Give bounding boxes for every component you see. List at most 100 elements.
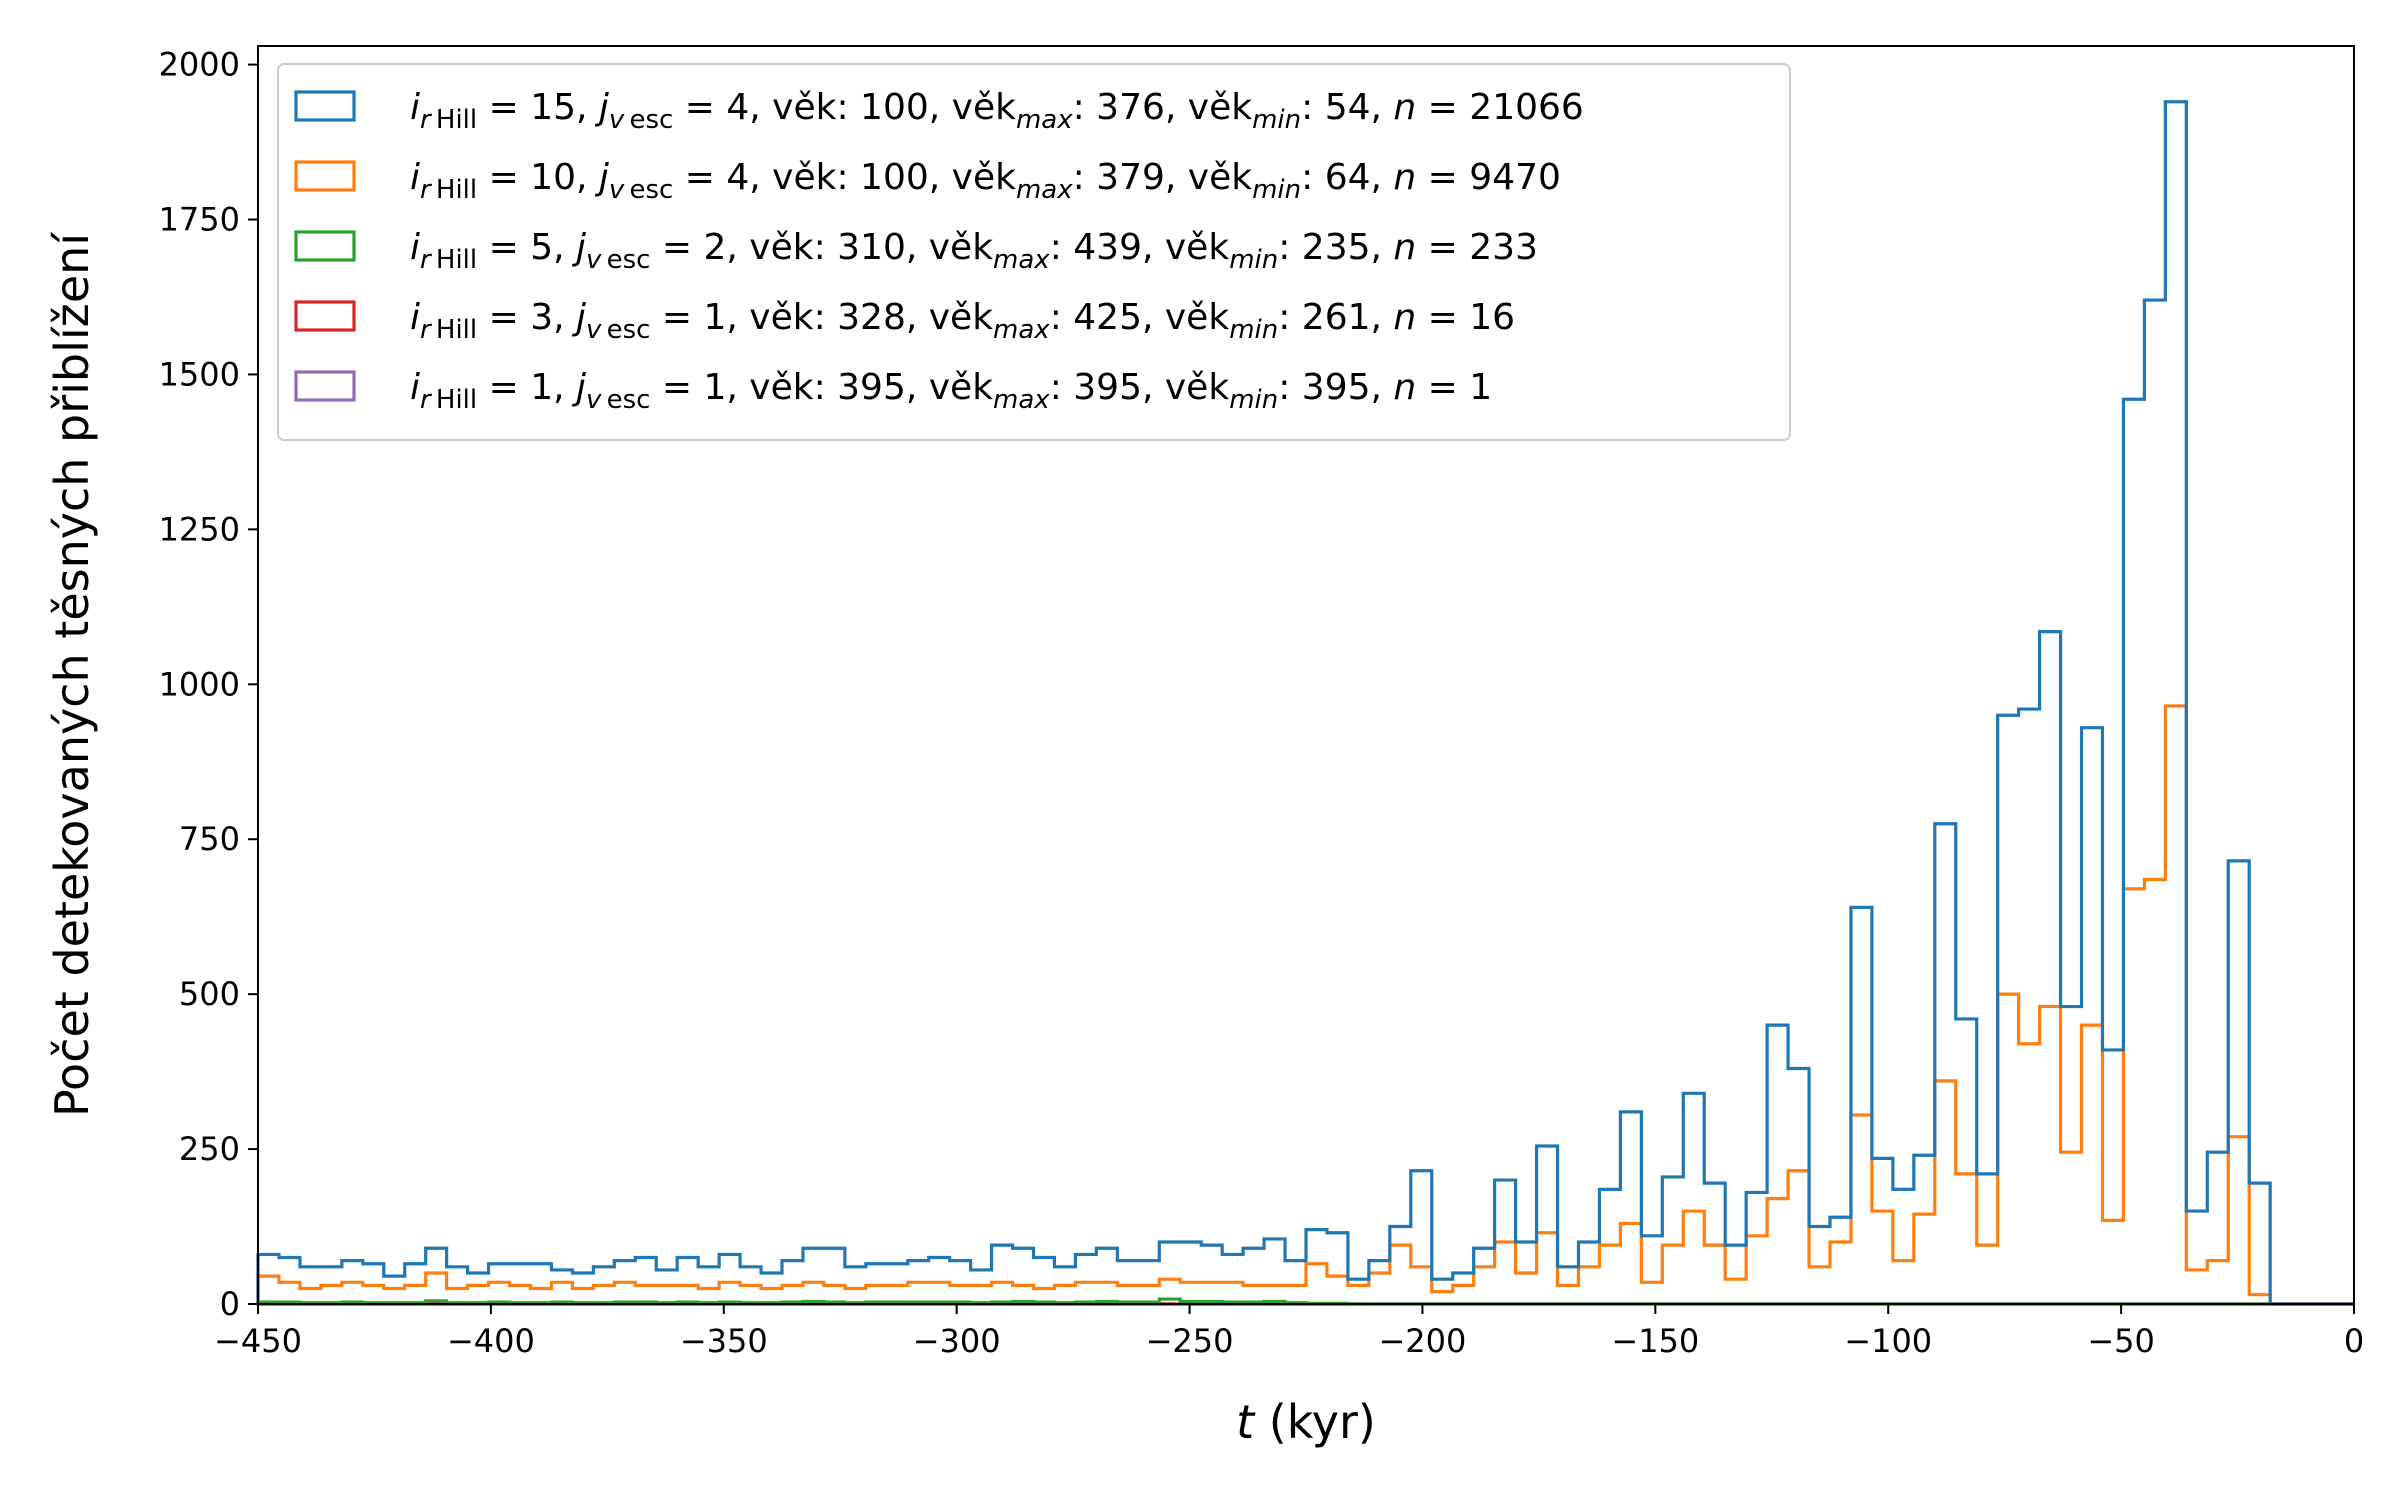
histogram-bar	[1285, 1261, 1306, 1304]
legend-entry: ir Hill = 3, jv esc = 1, věk: 328, věkma…	[294, 297, 1515, 345]
histogram-bar	[1851, 907, 1872, 1304]
histogram-bar	[2249, 1183, 2270, 1304]
legend-entry: ir Hill = 1, jv esc = 1, věk: 395, věkma…	[294, 367, 1492, 415]
legend-swatch	[294, 160, 356, 192]
series-2-step-line	[256, 704, 2354, 1306]
histogram-bar	[1327, 1233, 1348, 1304]
x-axis-title: t (kyr)	[1236, 1395, 1376, 1449]
y-tick-label: 0	[220, 1285, 240, 1323]
y-axis-title: Počet detekovaných těsných přiblížení	[45, 232, 99, 1117]
histogram-bar	[1620, 1112, 1641, 1304]
histogram-bar	[1599, 1189, 1620, 1304]
histogram-bar	[384, 1276, 405, 1304]
histogram-bar	[719, 1254, 740, 1304]
histogram-bar	[782, 1261, 803, 1304]
histogram-bar	[2207, 1152, 2228, 1304]
legend-label: ir Hill = 5, jv esc = 2, věk: 310, věkma…	[410, 227, 1538, 275]
histogram-bar	[1662, 1177, 1683, 1304]
histogram-bar	[258, 1254, 279, 1304]
histogram-bar	[2102, 1050, 2123, 1304]
y-tick-label: 1000	[159, 665, 240, 703]
legend-swatch	[294, 370, 356, 402]
histogram-bar	[2228, 861, 2249, 1304]
histogram-bar	[2123, 399, 2144, 1304]
histogram-bar	[510, 1264, 531, 1304]
histogram-bar	[593, 1267, 614, 1304]
x-tick-label: −450	[214, 1322, 302, 1360]
x-axis-variable: t	[1236, 1395, 1256, 1449]
x-axis-ticks: −450 −400 −350 −300 −250 −200 −150 −100 −50 0	[214, 1304, 2364, 1360]
histogram-bar	[1369, 1261, 1390, 1304]
histogram-bar	[1683, 1093, 1704, 1304]
histogram-bar	[887, 1264, 908, 1304]
histogram-bar	[677, 1258, 698, 1304]
histogram-bar	[824, 1248, 845, 1304]
histogram-bar	[614, 1261, 635, 1304]
histogram-bar	[1306, 1230, 1327, 1304]
histogram-bar	[321, 1267, 342, 1304]
histogram-bar	[866, 1264, 887, 1304]
histogram-bar	[530, 1264, 551, 1304]
y-tick-label: 500	[179, 975, 240, 1013]
histogram-bar	[1013, 1248, 1034, 1304]
histogram-bar	[426, 1248, 447, 1304]
histogram-bar	[405, 1264, 426, 1304]
histogram-bar	[1159, 1242, 1180, 1304]
histogram-bar	[1222, 1254, 1243, 1304]
histogram-bar	[2165, 102, 2186, 1304]
histogram-bar	[2186, 1211, 2207, 1304]
histogram-bar	[803, 1248, 824, 1304]
histogram-bar	[1558, 1267, 1579, 1304]
histogram-bar	[845, 1267, 866, 1304]
histogram-bar	[1075, 1254, 1096, 1304]
legend-label: ir Hill = 15, jv esc = 4, věk: 100, věkm…	[410, 87, 1584, 135]
histogram-bar	[635, 1258, 656, 1304]
histogram-bar	[1432, 1279, 1453, 1304]
histogram-bar	[1977, 1174, 1998, 1304]
legend-label: ir Hill = 1, jv esc = 1, věk: 395, věkma…	[410, 367, 1492, 415]
histogram-bar	[1872, 1158, 1893, 1304]
y-tick-label: 250	[179, 1130, 240, 1168]
histogram-bar	[468, 1273, 489, 1304]
histogram-bar	[1956, 1019, 1977, 1304]
series-1-step-line	[256, 100, 2354, 1306]
x-tick-label: −50	[2087, 1322, 2155, 1360]
legend-entry: ir Hill = 10, jv esc = 4, věk: 100, věkm…	[294, 157, 1561, 205]
histogram-bar	[2061, 1007, 2082, 1304]
histogram-bar	[1537, 1146, 1558, 1304]
histogram-bar	[1117, 1261, 1138, 1304]
x-tick-label: −150	[1611, 1322, 1699, 1360]
histogram-bar	[1516, 1242, 1537, 1304]
histogram-bar	[1578, 1242, 1599, 1304]
histogram-bar	[761, 1273, 782, 1304]
histogram-bar	[950, 1261, 971, 1304]
histogram-bar	[1704, 1183, 1725, 1304]
histogram-bar	[363, 1264, 384, 1304]
histogram-bar	[1998, 715, 2019, 1304]
histogram-bar	[1411, 1171, 1432, 1304]
histogram-bar	[1034, 1258, 1055, 1304]
legend-label: ir Hill = 3, jv esc = 1, věk: 328, věkma…	[410, 297, 1515, 345]
y-axis-ticks: 0 250 500 750 1000 1250 1500 1750 2000	[159, 46, 258, 1323]
x-tick-label: −300	[913, 1322, 1001, 1360]
histogram-bar	[1893, 1189, 1914, 1304]
histogram-bar	[1767, 1025, 1788, 1304]
legend-entry: ir Hill = 15, jv esc = 4, věk: 100, věkm…	[294, 87, 1584, 135]
x-axis-unit: (kyr)	[1254, 1395, 1376, 1449]
histogram-bar	[971, 1270, 992, 1304]
histogram-bar	[1788, 1069, 1809, 1304]
histogram-bar	[1264, 1239, 1285, 1304]
histogram-bar	[2144, 300, 2165, 1304]
x-tick-label: −200	[1378, 1322, 1466, 1360]
histogram-bar	[698, 1267, 719, 1304]
x-tick-label: −400	[447, 1322, 535, 1360]
series-2	[256, 704, 2354, 1306]
histogram-bar	[1096, 1248, 1117, 1304]
histogram-bar	[740, 1267, 761, 1304]
x-tick-label: 0	[2344, 1322, 2364, 1360]
histogram-bar	[2040, 632, 2061, 1304]
x-tick-label: −100	[1844, 1322, 1932, 1360]
histogram-bar	[489, 1264, 510, 1304]
histogram-bar	[1138, 1261, 1159, 1304]
